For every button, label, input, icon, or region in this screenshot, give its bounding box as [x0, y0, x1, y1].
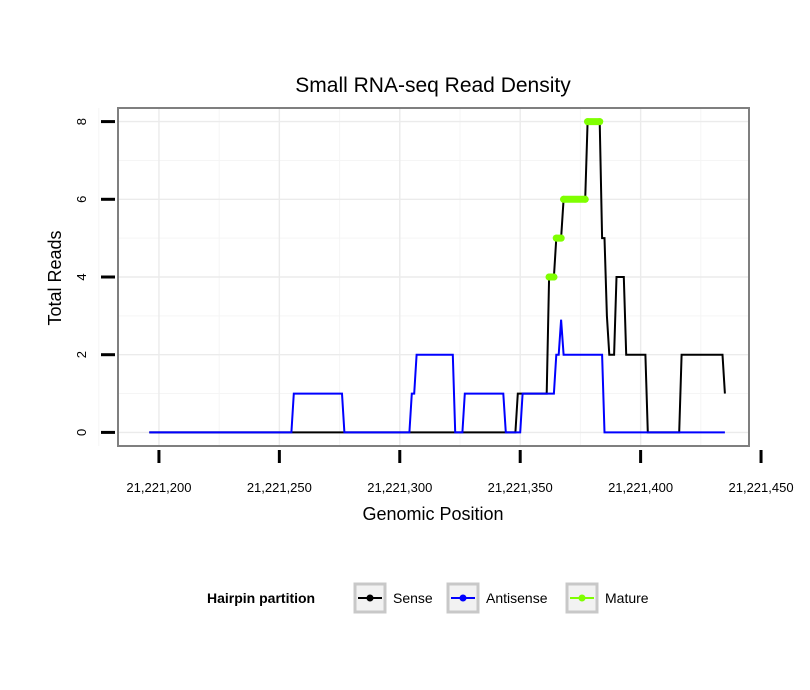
legend-marker-mature [578, 594, 586, 602]
x-axis: 21,221,200 21,221,250 21,221,300 21,221,350… [126, 450, 794, 495]
chart-title: Small RNA-seq Read Density [295, 74, 571, 97]
legend-title: Hairpin partition [207, 590, 315, 606]
x-tick-label: 21,221,350 [488, 480, 553, 495]
x-tick-label: 21,221,200 [126, 480, 191, 495]
legend-label-sense: Sense [393, 590, 433, 606]
x-tick-label: 21,221,250 [247, 480, 312, 495]
legend-marker-sense [366, 594, 374, 602]
mature-point [545, 273, 553, 281]
y-tick-label: 8 [74, 118, 89, 125]
x-tick-label: 21,221,300 [367, 480, 432, 495]
y-tick-label: 0 [74, 429, 89, 436]
y-axis-label: Total Reads [45, 230, 65, 325]
legend-marker-antisense [459, 594, 467, 602]
mature-point [584, 118, 592, 126]
y-tick-label: 4 [74, 273, 89, 280]
legend-label-mature: Mature [605, 590, 649, 606]
legend: Hairpin partition Sense Antisense Mature [207, 582, 649, 614]
y-tick-label: 2 [74, 351, 89, 358]
mature-point [552, 234, 560, 242]
legend-label-antisense: Antisense [486, 590, 548, 606]
panel-border [117, 107, 750, 447]
antisense-series-line [149, 319, 725, 434]
mature-point [581, 195, 589, 203]
mature-point [560, 195, 568, 203]
x-tick-label: 21,221,450 [729, 480, 794, 495]
mature-point [557, 234, 565, 242]
plot-area [98, 107, 750, 447]
y-tick-label: 6 [74, 196, 89, 203]
mature-point [596, 118, 604, 126]
mature-point [550, 273, 558, 281]
y-axis: 0 2 4 6 8 [74, 118, 115, 436]
x-tick-label: 21,221,400 [608, 480, 673, 495]
x-axis-label: Genomic Position [362, 504, 503, 524]
